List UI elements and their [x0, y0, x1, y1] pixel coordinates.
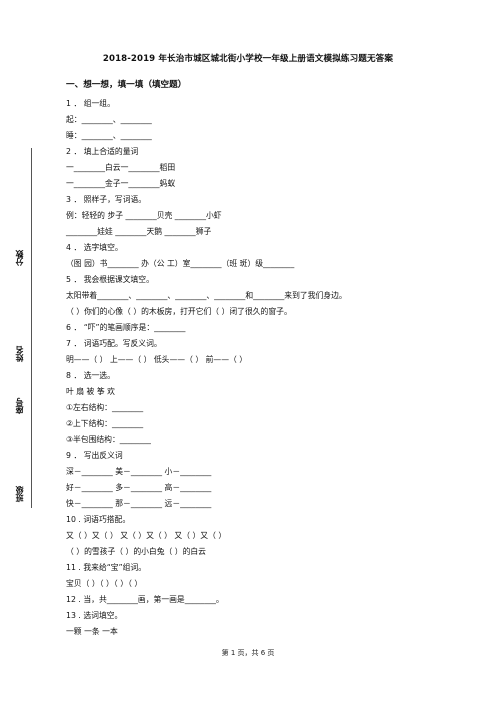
question-line: 12 . 当，共________画，第一画是________。 — [66, 595, 224, 604]
question-line: 13 . 选词填空。 — [66, 611, 123, 620]
question-line: 2 ． 填上合适的量词 — [66, 147, 139, 156]
question-line: 宝贝（ ）（ ）（ ）（ ） — [66, 579, 143, 588]
question-line: 明——（ ） 上——（ ） 低头——（ ） 前——（ ） — [66, 355, 248, 364]
question-line: 一颗 一条 一本 — [66, 627, 118, 636]
question-line: ②上下结构：________ — [66, 419, 144, 428]
question-line: 太阳带着________、________、________、________和… — [66, 291, 347, 300]
section-heading: 一、想一想，填一填（填空题） — [66, 80, 187, 90]
question-line: ________娃娃 ________天鹅 ________狮子 — [66, 227, 212, 236]
question-line: 8 ． 选一选。 — [66, 371, 115, 380]
question-line: 5 ． 我会根据课文填空。 — [66, 275, 154, 284]
question-line: 9 ． 写出反义词 — [66, 451, 123, 460]
question-line: 一________金子一________蚂蚁 — [66, 179, 176, 188]
question-line: （ ）你们的心像（ ）的木板房，打开它们（ ）闭了很久的窗子。 — [66, 307, 292, 316]
binding-label-class: 班级 — [15, 486, 24, 502]
question-line: 6 ． “吓”的笔画顺序是：________ — [66, 323, 186, 332]
question-line: 7 ． 词语巧配。写反义词。 — [66, 339, 162, 348]
binding-line — [31, 148, 32, 508]
question-line: 3 ． 照样子，写词语。 — [66, 195, 147, 204]
question-line: 叶 扇 被 筝 欢 — [66, 387, 115, 396]
question-line: 深－________ 美－________ 小－________ — [66, 467, 212, 476]
question-line: 1 ． 组一组。 — [66, 99, 115, 108]
question-line: 11 . 我来给“宝”组词。 — [66, 563, 147, 572]
page-footer: 第 1 页，共 6 页 — [221, 649, 275, 657]
question-line: （图 园）书________ 办（公 工）室________（班 斑）级____… — [66, 259, 295, 268]
question-line: ③半包围结构：________ — [66, 435, 151, 444]
binding-label-seat: 座号 — [15, 398, 24, 414]
question-line: 一________白云一________稻田 — [66, 163, 176, 172]
question-line: 睡：________、________ — [66, 131, 152, 140]
binding-label-score: 分数 — [15, 250, 24, 266]
question-line: （ ）的雪孩子（ ）的小白兔（ ）的白云 — [66, 547, 206, 556]
question-line: 快－________ 那－________ 远－________ — [66, 499, 212, 508]
question-line: 起：________、________ — [66, 115, 152, 124]
question-line: 例：轻轻的 步子 ________贝壳 ________小虾 — [66, 211, 222, 220]
page-title: 2018-2019 年长治市城区城北街小学校一年级上册语文模拟练习题无答案 — [102, 54, 394, 64]
binding-label-name: 姓名 — [15, 346, 24, 362]
question-line: 好－________ 多－________ 高－________ — [66, 483, 212, 492]
question-line: ①左右结构：________ — [66, 403, 144, 412]
question-line: 10 . 词语巧搭配。 — [66, 515, 131, 524]
question-line: 又（ ）又（ ） 又（ ）又（ ） 又（ ）又（ ） — [66, 531, 227, 540]
question-line: 4 ． 选字填空。 — [66, 243, 123, 252]
